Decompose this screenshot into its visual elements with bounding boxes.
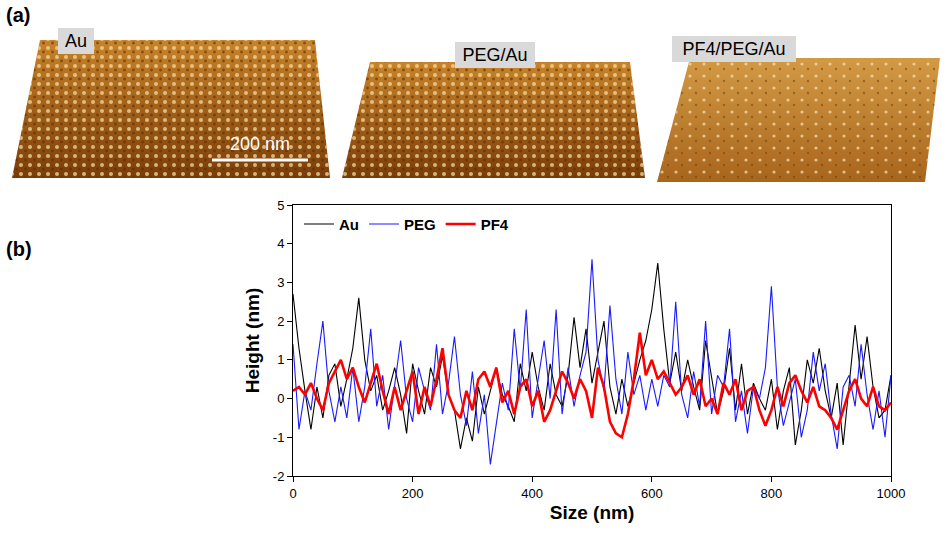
svg-text:PF4/PEG/Au: PF4/PEG/Au (682, 39, 785, 59)
svg-text:200 nm: 200 nm (230, 134, 290, 154)
svg-text:400: 400 (521, 486, 543, 501)
svg-text:Au: Au (65, 31, 87, 51)
svg-text:4: 4 (277, 236, 284, 251)
svg-text:5: 5 (277, 198, 284, 213)
svg-text:Size (nm): Size (nm) (550, 502, 634, 523)
svg-text:PEG/Au: PEG/Au (462, 45, 527, 65)
html-text:(b): (b) (6, 238, 32, 260)
svg-text:PF4: PF4 (481, 216, 509, 233)
svg-text:1: 1 (277, 352, 284, 367)
svg-text:Au: Au (339, 216, 359, 233)
svg-text:600: 600 (641, 486, 663, 501)
svg-text:-1: -1 (273, 430, 285, 445)
svg-text:PEG: PEG (404, 216, 436, 233)
svg-text:Height (nm): Height (nm) (242, 288, 263, 394)
svg-text:2: 2 (277, 314, 284, 329)
svg-text:200: 200 (402, 486, 424, 501)
svg-text:-2: -2 (273, 469, 285, 484)
html-text:(a): (a) (6, 4, 31, 26)
svg-text:0: 0 (277, 391, 284, 406)
svg-text:0: 0 (289, 486, 296, 501)
svg-text:1000: 1000 (877, 486, 906, 501)
svg-text:3: 3 (277, 275, 284, 290)
svg-text:800: 800 (761, 486, 783, 501)
